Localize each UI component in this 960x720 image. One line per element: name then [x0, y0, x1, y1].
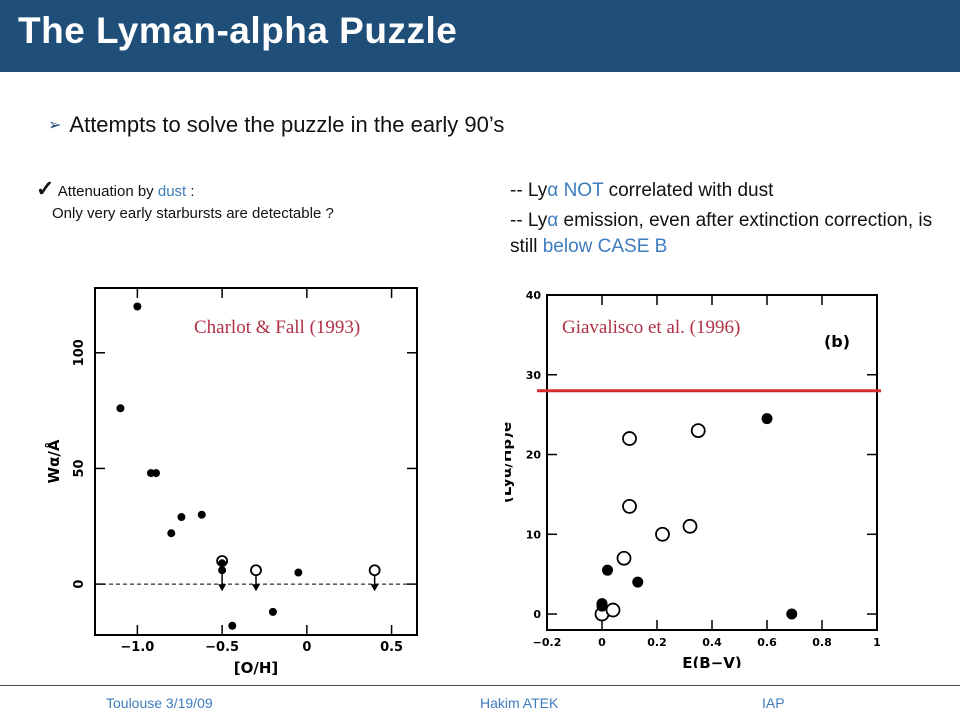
main-bullet: ➢ Attempts to solve the puzzle in the ear… — [48, 112, 504, 138]
x-tick-label: 0 — [302, 640, 311, 655]
footer-center: Hakim ATEK — [480, 695, 559, 711]
finding-1-accent: NOT — [563, 180, 604, 201]
upper-limit-arrow — [252, 584, 260, 592]
dust-note-accent: dust — [157, 183, 187, 200]
x-tick-label: 0.4 — [702, 636, 722, 649]
x-tick-label: −1.0 — [120, 640, 154, 655]
filled-data-point — [268, 607, 277, 616]
y-tick-label: 0 — [533, 608, 541, 621]
open-data-point — [250, 564, 262, 577]
y-tick-label: 0 — [72, 580, 87, 589]
x-tick-label: −0.5 — [205, 640, 239, 655]
dust-note-line2: Only very early starbursts are detectabl… — [52, 205, 334, 222]
open-data-point — [616, 550, 632, 566]
dust-note: ✓ Attenuation by dust : Only very early … — [36, 178, 334, 225]
dust-note-prefix: Attenuation by — [57, 183, 158, 200]
x-tick-label: 0.6 — [757, 636, 777, 649]
main-bullet-text: Attempts to solve the puzzle in the earl… — [69, 112, 505, 137]
arrow-bullet-icon: ➢ — [48, 117, 62, 134]
x-tick-label: 0 — [598, 636, 606, 649]
y-tick-label: 100 — [72, 339, 87, 366]
footer-right: IAP — [762, 695, 785, 711]
finding-2: -- Lyα emission, even after extinction c… — [510, 208, 940, 260]
finding-1-prefix: -- Ly — [510, 180, 548, 201]
filled-data-point — [761, 413, 773, 425]
y-tick-label: 30 — [526, 369, 542, 382]
caption-giavalisco: Giavalisco et al. (1996) — [562, 317, 741, 339]
filled-data-point — [133, 302, 142, 311]
footer-left: Toulouse 3/19/09 — [106, 695, 213, 711]
filled-data-point — [218, 566, 227, 575]
footer-divider — [0, 685, 960, 686]
filled-data-point — [632, 576, 644, 588]
x-tick-label: −0.2 — [533, 636, 562, 649]
open-data-point — [655, 526, 670, 542]
open-data-point — [682, 518, 698, 534]
y-tick-label: 40 — [526, 289, 542, 302]
y-tick-label: 10 — [526, 528, 542, 541]
caption-charlot-fall: Charlot & Fall (1993) — [194, 317, 361, 339]
x-axis-label: [O/H] — [234, 659, 279, 675]
plot-frame — [94, 287, 418, 636]
finding-2-alpha: α — [547, 210, 559, 231]
upper-limit-arrow — [218, 584, 227, 592]
dust-note-suffix: : — [186, 183, 195, 200]
x-tick-label: 1 — [873, 636, 881, 649]
title-bar: The Lyman-alpha Puzzle — [0, 0, 960, 72]
filled-data-point — [218, 559, 227, 568]
filled-data-point — [228, 621, 237, 630]
open-data-point — [690, 423, 706, 438]
x-axis-label: E(B−V) — [682, 654, 742, 668]
open-data-point — [622, 498, 637, 514]
giavalisco-chart: −0.2 0 0.2 0.4 0.6 0.8 1010203040E(B−V)(Lyα/Hβ… — [505, 289, 881, 668]
filled-data-point — [197, 510, 206, 519]
filled-data-point — [152, 469, 161, 478]
slide-title: The Lyman-alpha Puzzle — [18, 10, 458, 51]
filled-data-point — [167, 529, 176, 538]
finding-2-accent: below CASE B — [542, 236, 668, 257]
x-tick-label: 0.5 — [380, 640, 403, 655]
y-axis-label: Wα/Å — [44, 439, 63, 483]
y-axis-label: (Lyα/Hβ)e — [505, 422, 515, 503]
open-data-point — [605, 602, 621, 618]
open-data-point — [368, 564, 381, 577]
y-tick-label: 50 — [72, 459, 87, 477]
x-tick-label: 0.2 — [647, 636, 667, 649]
upper-limit-arrow — [370, 584, 379, 592]
filled-data-point — [294, 568, 303, 577]
panel-label: (b) — [824, 332, 850, 351]
charlot-fall-chart: −1.0 −0.5 0 0.5 0 50 100 [O/H] Wα/Å — [44, 287, 418, 675]
filled-data-point — [116, 404, 125, 413]
y-tick-label: 20 — [526, 449, 542, 462]
checkmark-icon: ✓ — [36, 176, 55, 201]
finding-1-alpha: α — [547, 180, 559, 201]
filled-data-point — [596, 598, 608, 610]
finding-2-prefix: -- Ly — [510, 210, 548, 231]
x-tick-label: 0.8 — [812, 636, 832, 649]
finding-1-suffix: correlated with dust — [603, 180, 774, 201]
filled-data-point — [786, 608, 798, 620]
finding-1: -- Lyα NOT correlated with dust — [510, 178, 940, 204]
findings-notes: -- Lyα NOT correlated with dust -- Lyα e… — [510, 178, 940, 264]
filled-data-point — [602, 564, 613, 576]
open-data-point — [622, 431, 637, 446]
finding-2-suffix: emission, even after extinction correcti… — [510, 210, 933, 257]
filled-data-point — [177, 513, 186, 522]
